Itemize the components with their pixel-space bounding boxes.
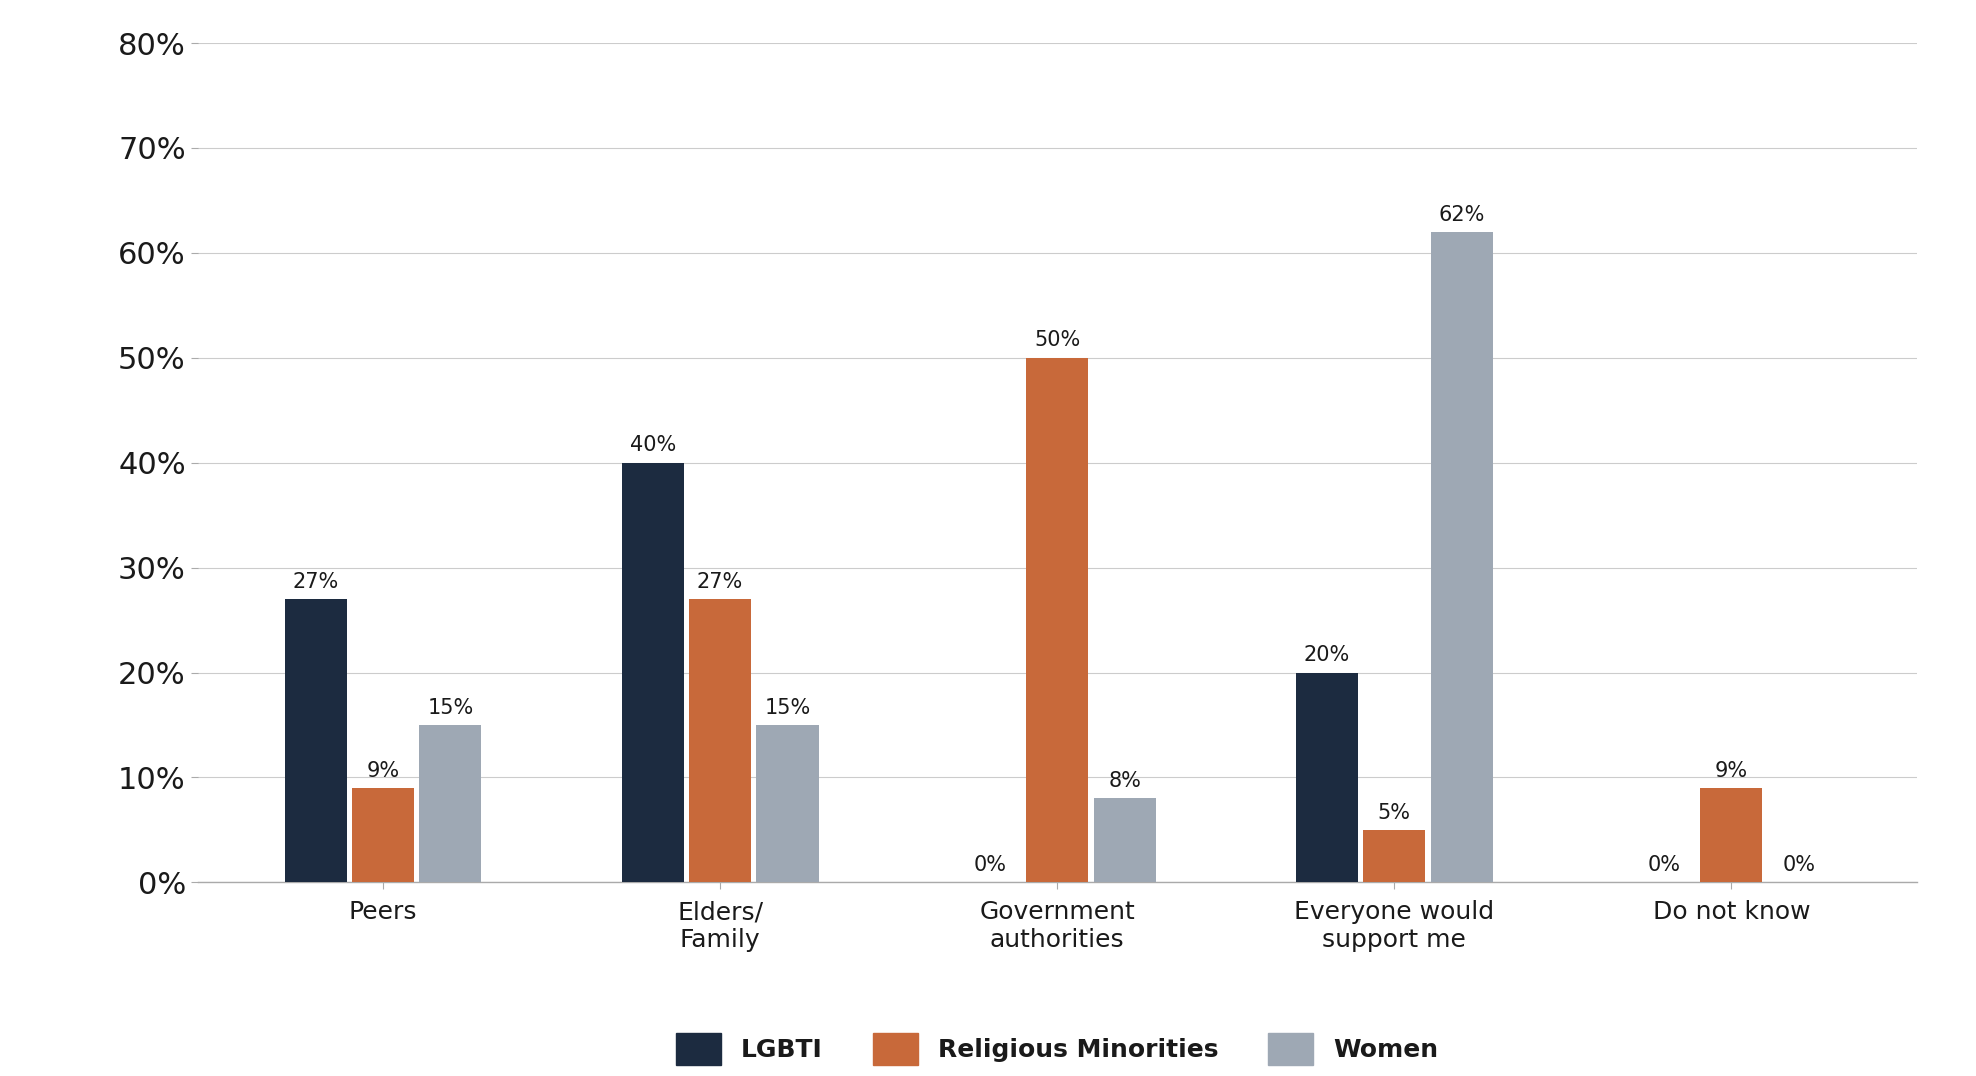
Bar (419, 725, 482, 882)
Text: 62%: 62% (1439, 204, 1484, 225)
Bar (352, 788, 415, 882)
Text: 8%: 8% (1109, 771, 1140, 791)
Text: 9%: 9% (366, 761, 399, 780)
Bar (1296, 672, 1358, 882)
Bar (622, 463, 684, 882)
Text: 15%: 15% (427, 697, 474, 718)
Text: 9%: 9% (1715, 761, 1749, 780)
Text: 27%: 27% (698, 571, 743, 592)
Bar (1431, 232, 1492, 882)
Text: 15%: 15% (765, 697, 810, 718)
Bar (1093, 798, 1156, 882)
Bar (1026, 357, 1089, 882)
Text: 0%: 0% (1782, 855, 1816, 875)
Text: 0%: 0% (974, 855, 1006, 875)
Bar (757, 725, 818, 882)
Text: 40%: 40% (630, 436, 676, 455)
Bar (1699, 788, 1763, 882)
Text: 20%: 20% (1304, 646, 1350, 665)
Bar (285, 599, 346, 882)
Legend: LGBTI, Religious Minorities, Women: LGBTI, Religious Minorities, Women (664, 1021, 1450, 1076)
Bar (1363, 830, 1425, 882)
Text: 27%: 27% (292, 571, 338, 592)
Bar (690, 599, 751, 882)
Text: 0%: 0% (1648, 855, 1680, 875)
Text: 50%: 50% (1033, 330, 1081, 351)
Text: 5%: 5% (1377, 803, 1411, 822)
